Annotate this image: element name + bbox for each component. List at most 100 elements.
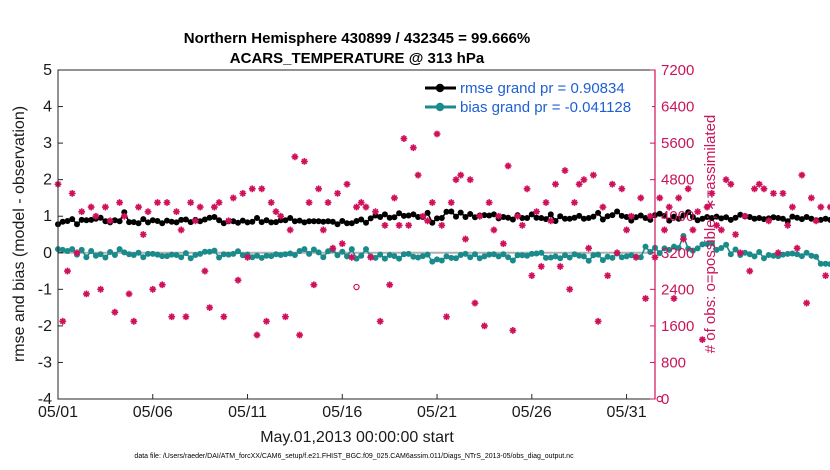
rmse-point (751, 215, 758, 222)
bias-point (291, 252, 298, 258)
rmse-point (320, 218, 327, 225)
bias-point (83, 254, 90, 261)
bias-point (580, 253, 587, 260)
bias-point (377, 251, 384, 258)
y-left-tick-label: -3 (38, 354, 52, 371)
rmse-point (310, 218, 317, 225)
obs-assimilated-point (362, 203, 370, 211)
rmse-point (135, 220, 142, 227)
rmse-point (405, 212, 412, 219)
bias-point (159, 253, 166, 260)
obs-assimilated-point (234, 276, 242, 284)
obs-assimilated-point (395, 221, 403, 229)
bias-point (666, 246, 673, 253)
bias-point (145, 250, 151, 257)
bias-point (500, 251, 507, 258)
obs-assimilated-point (409, 144, 417, 152)
rmse-point (727, 216, 734, 223)
obs-assimilated-point (130, 317, 138, 325)
rmse-point (386, 214, 393, 221)
obs-assimilated-point (414, 171, 422, 179)
y-left-tick-label: 3 (43, 135, 52, 152)
obs-assimilated-point (286, 226, 294, 234)
obs-assimilated-point (481, 322, 488, 330)
bias-point (320, 254, 327, 261)
obs-assimilated-point (196, 203, 204, 211)
rmse-point (538, 215, 545, 221)
obs-assimilated-point (751, 185, 758, 193)
bias-point (372, 254, 379, 261)
bias-point (301, 246, 308, 253)
bias-point (761, 255, 767, 262)
obs-assimilated-point (296, 331, 304, 339)
obs-assimilated-point (618, 185, 626, 193)
obs-assimilated-point (101, 203, 109, 211)
rmse-point (78, 216, 85, 223)
bias-point (552, 253, 559, 260)
obs-assimilated-point (210, 203, 218, 211)
obs-assimilated-point (466, 176, 474, 184)
obs-assimilated-point (168, 313, 176, 321)
bias-point (718, 245, 725, 251)
rmse-point (732, 214, 739, 221)
bias-point (140, 254, 147, 261)
obs-assimilated-point (310, 281, 318, 289)
bias-point (803, 249, 810, 256)
x-tick-label: 05/01 (38, 404, 78, 421)
bias-point (519, 252, 526, 259)
rmse-point (467, 211, 474, 217)
bias-point (415, 254, 422, 261)
obs-assimilated-point (59, 317, 67, 325)
bias-point (154, 251, 161, 258)
obs-assimilated-point (717, 226, 725, 234)
bias-point (727, 251, 734, 258)
obs-assimilated-point (158, 281, 166, 289)
x-tick-label: 05/06 (133, 404, 173, 421)
obs-assimilated-point (741, 212, 749, 220)
obs-assimilated-point (106, 217, 114, 225)
bias-point (685, 245, 692, 252)
obs-assimilated-point (509, 327, 517, 334)
obs-assimilated-point (665, 203, 673, 211)
bias-point (595, 251, 602, 258)
rmse-point (789, 213, 796, 220)
obs-assimilated-point (258, 185, 266, 193)
rmse-point (675, 215, 682, 222)
y-right-tick-label: 7200 (661, 62, 694, 79)
obs-assimilated-point (703, 203, 711, 211)
rmse-point (344, 220, 350, 227)
bias-point (424, 251, 431, 258)
bias-point (822, 260, 829, 267)
bias-point (495, 253, 502, 260)
bias-point (438, 257, 445, 264)
rmse-point (353, 218, 360, 224)
obs-assimilated-point (272, 208, 280, 216)
rmse-point (201, 216, 208, 223)
bias-point (713, 246, 720, 253)
bias-point (742, 249, 748, 256)
rmse-point (83, 217, 90, 224)
obs-assimilated-point (443, 313, 450, 321)
obs-assimilated-point (822, 272, 829, 280)
rmse-point (689, 214, 696, 220)
rmse-point (462, 214, 469, 220)
obs-assimilated-point (462, 235, 469, 243)
obs-assimilated-point (770, 189, 777, 197)
obs-assimilated-point (263, 317, 270, 325)
bias-point (467, 254, 474, 261)
bias-point (770, 252, 777, 259)
obs-assimilated-point (201, 267, 209, 275)
obs-assimilated-point (343, 180, 351, 188)
bias-point (187, 255, 194, 262)
obs-assimilated-point (561, 167, 569, 174)
bias-point (178, 254, 185, 261)
bias-point (434, 256, 440, 263)
obs-assimilated-point (623, 226, 630, 234)
rmse-point (400, 212, 407, 219)
bias-point (344, 253, 350, 260)
bias-point (486, 251, 493, 258)
bias-point (111, 252, 118, 258)
plot-area (58, 70, 655, 399)
bias-point (296, 248, 303, 254)
bias-point (258, 254, 265, 261)
